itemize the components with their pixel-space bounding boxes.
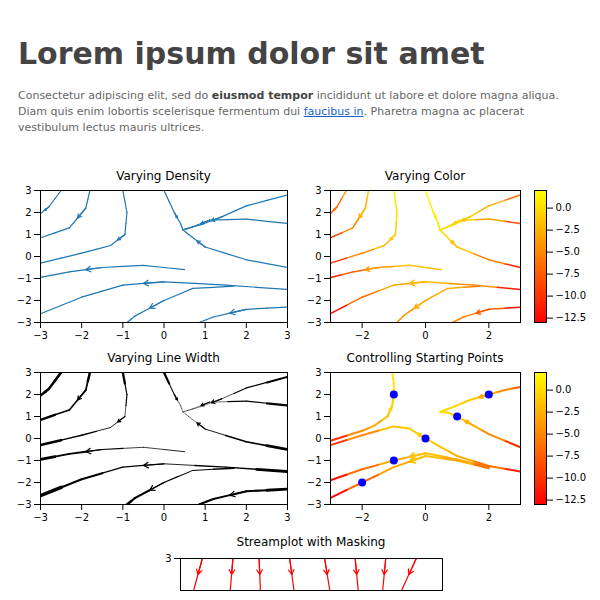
svg-text:2: 2 — [25, 207, 31, 218]
svg-text:0.0: 0.0 — [556, 202, 572, 213]
html-text:Consectetur adipiscing elit, s: Consectetur adipiscing elit, sed do eius… — [18, 89, 559, 134]
svg-text:−5.0: −5.0 — [556, 428, 580, 439]
svg-text:3: 3 — [25, 367, 31, 378]
svg-text:0: 0 — [25, 251, 31, 262]
svg-text:2: 2 — [25, 389, 31, 400]
svg-text:−3: −3 — [33, 330, 48, 341]
svg-text:3: 3 — [284, 512, 290, 523]
svg-text:0: 0 — [315, 251, 321, 262]
svg-text:0: 0 — [161, 330, 167, 341]
svg-text:−10.0: −10.0 — [556, 472, 587, 483]
svg-text:1: 1 — [25, 411, 31, 422]
svg-text:0: 0 — [422, 330, 428, 341]
svg-text:0.0: 0.0 — [556, 384, 572, 395]
svg-text:−2: −2 — [307, 295, 322, 306]
svg-text:2: 2 — [315, 207, 321, 218]
svg-text:0: 0 — [315, 433, 321, 444]
svg-text:0: 0 — [161, 512, 167, 523]
svg-text:−2: −2 — [74, 512, 89, 523]
svg-text:3: 3 — [284, 330, 290, 341]
html-text:Lorem ipsum dolor sit amet: Lorem ipsum dolor sit amet — [18, 36, 485, 71]
html-text:Streamplot with Masking: Streamplot with Masking — [236, 535, 386, 549]
svg-text:−10.0: −10.0 — [556, 290, 587, 301]
svg-text:−1: −1 — [17, 455, 32, 466]
svg-text:−3: −3 — [17, 317, 32, 328]
svg-text:−1: −1 — [307, 273, 322, 284]
svg-text:−3: −3 — [33, 512, 48, 523]
svg-text:−12.5: −12.5 — [556, 312, 587, 323]
svg-text:2: 2 — [243, 512, 249, 523]
svg-text:−2: −2 — [74, 330, 89, 341]
svg-text:−2.5: −2.5 — [556, 406, 580, 417]
svg-text:−5.0: −5.0 — [556, 246, 580, 257]
html-text:Controlling Starting Points: Controlling Starting Points — [346, 351, 504, 365]
svg-text:2: 2 — [243, 330, 249, 341]
svg-text:0: 0 — [25, 433, 31, 444]
svg-text:−1: −1 — [115, 330, 130, 341]
svg-text:−1: −1 — [307, 455, 322, 466]
html-text:Varying Density: Varying Density — [116, 169, 211, 183]
svg-text:−12.5: −12.5 — [556, 494, 587, 505]
svg-text:3: 3 — [165, 553, 171, 564]
svg-text:−2: −2 — [307, 477, 322, 488]
svg-text:1: 1 — [25, 229, 31, 240]
svg-text:−7.5: −7.5 — [556, 450, 580, 461]
svg-text:1: 1 — [202, 330, 208, 341]
svg-text:−2: −2 — [355, 330, 370, 341]
svg-text:−3: −3 — [17, 499, 32, 510]
svg-text:2: 2 — [315, 389, 321, 400]
svg-text:−1: −1 — [115, 512, 130, 523]
svg-text:0: 0 — [422, 512, 428, 523]
svg-text:−1: −1 — [17, 273, 32, 284]
svg-text:−3: −3 — [307, 499, 322, 510]
svg-text:−2: −2 — [17, 477, 32, 488]
svg-text:−2.5: −2.5 — [556, 224, 580, 235]
svg-text:−2: −2 — [355, 512, 370, 523]
html-text:Varying Color: Varying Color — [384, 169, 466, 183]
svg-text:1: 1 — [315, 229, 321, 240]
svg-text:3: 3 — [315, 185, 321, 196]
svg-text:1: 1 — [202, 512, 208, 523]
svg-text:−2: −2 — [17, 295, 32, 306]
html-text:Varying Line Width: Varying Line Width — [107, 351, 220, 365]
svg-text:1: 1 — [315, 411, 321, 422]
svg-text:−7.5: −7.5 — [556, 268, 580, 279]
svg-text:3: 3 — [315, 367, 321, 378]
svg-text:2: 2 — [486, 512, 492, 523]
svg-text:2: 2 — [486, 330, 492, 341]
svg-text:−3: −3 — [307, 317, 322, 328]
svg-text:3: 3 — [25, 185, 31, 196]
